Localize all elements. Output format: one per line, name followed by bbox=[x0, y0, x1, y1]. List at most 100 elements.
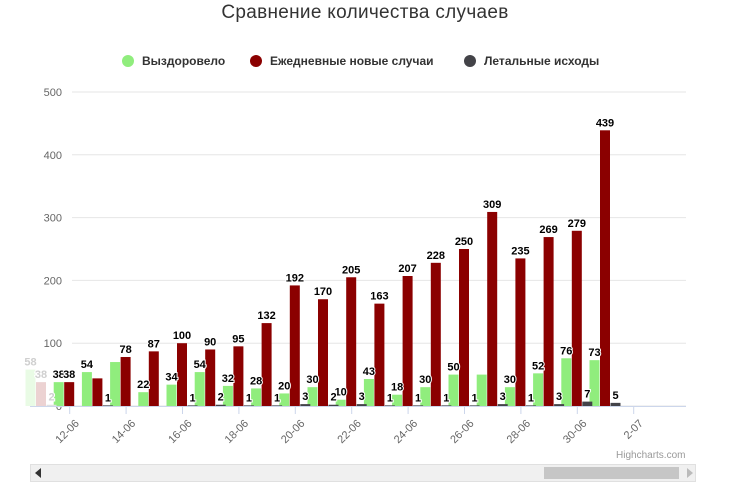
data-label-recovered: 22 bbox=[137, 379, 149, 391]
bars bbox=[25, 130, 621, 407]
data-label-deaths: 1 bbox=[415, 392, 421, 404]
data-label-recovered: 43 bbox=[363, 366, 375, 378]
x-tick-label: 12-06 bbox=[53, 418, 81, 446]
data-label-recovered: 18 bbox=[391, 382, 403, 394]
legend-dot-deaths-icon bbox=[464, 55, 476, 67]
chart-scrollbar[interactable] bbox=[30, 464, 696, 482]
bar-deaths bbox=[413, 405, 424, 406]
data-label-new-cases: 132 bbox=[257, 310, 275, 322]
y-tick-label: 300 bbox=[44, 213, 62, 225]
scroll-right-arrow-icon[interactable] bbox=[687, 468, 693, 478]
bar-new-cases bbox=[318, 299, 328, 406]
bar-deaths bbox=[469, 405, 480, 406]
data-label-recovered: 28 bbox=[250, 375, 262, 387]
bar-new-cases bbox=[289, 285, 300, 406]
y-tick-label: 400 bbox=[44, 150, 62, 162]
x-tick-label: 30-06 bbox=[561, 418, 589, 446]
bar-recovered bbox=[222, 385, 233, 406]
bar-recovered bbox=[194, 372, 205, 406]
data-label-deaths: 3 bbox=[500, 391, 506, 403]
data-label-new-cases: 228 bbox=[427, 250, 445, 262]
bar-new-cases bbox=[92, 378, 103, 406]
data-label-new-cases: 100 bbox=[173, 330, 191, 342]
data-label-new-cases: 250 bbox=[455, 236, 473, 248]
bar-deaths bbox=[497, 404, 508, 406]
data-label-deaths: 3 bbox=[556, 391, 562, 403]
bar-recovered bbox=[138, 392, 149, 406]
bar-deaths bbox=[215, 404, 226, 406]
bar-deaths bbox=[102, 405, 113, 406]
bar-deaths bbox=[300, 404, 311, 406]
data-label-new-cases: 38 bbox=[63, 369, 75, 381]
data-label-recovered: 30 bbox=[419, 374, 431, 386]
data-label-deaths: 3 bbox=[359, 391, 365, 403]
legend: Выздоровело Ежедневные новые случаи Лета… bbox=[0, 54, 730, 74]
scroll-left-arrow-icon[interactable] bbox=[35, 468, 41, 478]
bar-new-cases bbox=[346, 277, 357, 406]
bar-new-cases bbox=[430, 262, 441, 406]
data-label-recovered: 76 bbox=[560, 345, 572, 357]
x-tick-label: 20-06 bbox=[279, 418, 307, 446]
data-label-deaths: 1 bbox=[105, 392, 111, 404]
bar-recovered bbox=[307, 387, 318, 406]
data-label-recovered: 50 bbox=[447, 362, 459, 374]
bar-recovered bbox=[251, 388, 262, 406]
data-label-new-cases: 279 bbox=[568, 218, 586, 230]
data-label-deaths: 2 bbox=[330, 392, 336, 404]
y-axis: 0100200300400500 bbox=[44, 87, 62, 413]
x-tick-label: 2-07 bbox=[622, 418, 646, 442]
x-tick-label: 16-06 bbox=[166, 418, 194, 446]
data-label-recovered: 30 bbox=[306, 374, 318, 386]
bar-new-cases bbox=[515, 258, 526, 406]
data-label-deaths: 1 bbox=[443, 392, 449, 404]
data-label-recovered: 54 bbox=[194, 359, 207, 371]
data-label-new-cases: 90 bbox=[204, 336, 216, 348]
legend-item-new-cases[interactable]: Ежедневные новые случаи bbox=[250, 54, 434, 68]
data-label-new-cases: 87 bbox=[148, 338, 160, 350]
bar-deaths bbox=[610, 402, 621, 406]
data-label-new-cases: 235 bbox=[511, 245, 529, 257]
data-label-new-cases: 207 bbox=[398, 263, 416, 275]
bar-new-cases bbox=[261, 323, 272, 406]
data-label-recovered: 30 bbox=[504, 374, 516, 386]
legend-item-recovered[interactable]: Выздоровело bbox=[122, 54, 225, 68]
credits-link[interactable]: Highcharts.com bbox=[616, 450, 686, 461]
data-label-new-cases: 269 bbox=[539, 224, 557, 236]
bar-deaths bbox=[441, 405, 452, 406]
bar-recovered bbox=[279, 393, 290, 406]
bar-recovered bbox=[504, 387, 515, 406]
bar-new-cases bbox=[459, 249, 469, 406]
bar-deaths bbox=[554, 404, 565, 406]
data-label-deaths: 1 bbox=[189, 392, 195, 404]
bar-recovered bbox=[25, 369, 36, 406]
data-label-deaths: 2 bbox=[218, 392, 224, 404]
x-tick-label: 22-06 bbox=[335, 418, 363, 446]
data-label-recovered: 58 bbox=[24, 357, 36, 369]
data-label-new-cases: 95 bbox=[232, 333, 244, 345]
bar-new-cases bbox=[177, 343, 187, 406]
scroll-thumb[interactable] bbox=[544, 467, 679, 479]
bar-new-cases bbox=[543, 237, 554, 406]
bar-recovered bbox=[363, 378, 374, 406]
data-label-deaths: 2 bbox=[48, 392, 54, 404]
bar-deaths bbox=[46, 404, 57, 406]
data-label-deaths: 1 bbox=[274, 392, 280, 404]
bar-new-cases bbox=[233, 346, 244, 406]
bar-new-cases bbox=[120, 357, 131, 406]
data-label-recovered: 10 bbox=[335, 387, 347, 399]
legend-item-deaths[interactable]: Летальные исходы bbox=[464, 54, 599, 68]
bar-new-cases bbox=[64, 382, 75, 406]
x-axis: 12-06 14-06 16-06 18-06 20-06 22-06 24-06 26-06… bbox=[53, 406, 646, 446]
data-label-deaths: 1 bbox=[471, 392, 477, 404]
data-label-deaths: 1 bbox=[528, 392, 534, 404]
bar-recovered bbox=[561, 358, 572, 406]
data-label-new-cases: 78 bbox=[119, 344, 131, 356]
data-label-new-cases: 163 bbox=[370, 291, 388, 303]
data-label-deaths: 3 bbox=[302, 391, 308, 403]
bar-deaths bbox=[272, 405, 283, 406]
data-label-deaths: 1 bbox=[387, 392, 393, 404]
data-label-new-cases: 309 bbox=[483, 199, 501, 211]
data-label-deaths: 5 bbox=[612, 390, 618, 402]
bar-new-cases bbox=[36, 382, 46, 406]
